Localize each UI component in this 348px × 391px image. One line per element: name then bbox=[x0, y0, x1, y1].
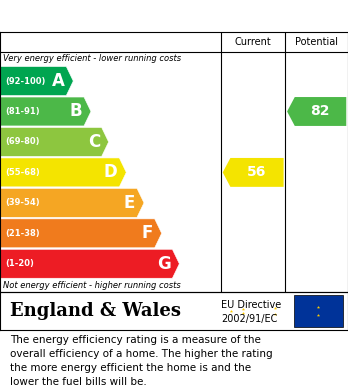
Text: Energy Efficiency Rating: Energy Efficiency Rating bbox=[10, 9, 220, 23]
Text: The energy efficiency rating is a measure of the
overall efficiency of a home. T: The energy efficiency rating is a measur… bbox=[10, 335, 273, 387]
Text: EU Directive: EU Directive bbox=[221, 300, 281, 310]
Text: (55-68): (55-68) bbox=[5, 168, 40, 177]
Text: Not energy efficient - higher running costs: Not energy efficient - higher running co… bbox=[3, 281, 181, 290]
Polygon shape bbox=[0, 97, 91, 126]
Polygon shape bbox=[0, 219, 161, 248]
Text: (21-38): (21-38) bbox=[5, 229, 40, 238]
Text: A: A bbox=[52, 72, 65, 90]
Text: (81-91): (81-91) bbox=[5, 107, 40, 116]
Text: D: D bbox=[104, 163, 118, 181]
Text: (39-54): (39-54) bbox=[5, 198, 40, 207]
Polygon shape bbox=[0, 127, 109, 156]
Text: Current: Current bbox=[235, 37, 271, 47]
Text: (92-100): (92-100) bbox=[5, 77, 46, 86]
Text: G: G bbox=[157, 255, 171, 273]
Text: C: C bbox=[88, 133, 100, 151]
FancyBboxPatch shape bbox=[294, 295, 343, 327]
Polygon shape bbox=[287, 97, 346, 126]
Text: (1-20): (1-20) bbox=[5, 259, 34, 268]
Polygon shape bbox=[0, 249, 179, 278]
Text: Very energy efficient - lower running costs: Very energy efficient - lower running co… bbox=[3, 54, 182, 63]
Polygon shape bbox=[0, 188, 144, 217]
Text: F: F bbox=[142, 224, 153, 242]
Polygon shape bbox=[0, 66, 73, 95]
Text: B: B bbox=[70, 102, 82, 120]
Text: 56: 56 bbox=[247, 165, 266, 179]
Text: E: E bbox=[124, 194, 135, 212]
Text: Potential: Potential bbox=[295, 37, 338, 47]
Text: 82: 82 bbox=[310, 104, 330, 118]
Text: England & Wales: England & Wales bbox=[10, 302, 181, 320]
Text: 2002/91/EC: 2002/91/EC bbox=[221, 314, 277, 324]
Text: (69-80): (69-80) bbox=[5, 138, 40, 147]
Polygon shape bbox=[0, 158, 126, 187]
Polygon shape bbox=[223, 158, 284, 187]
